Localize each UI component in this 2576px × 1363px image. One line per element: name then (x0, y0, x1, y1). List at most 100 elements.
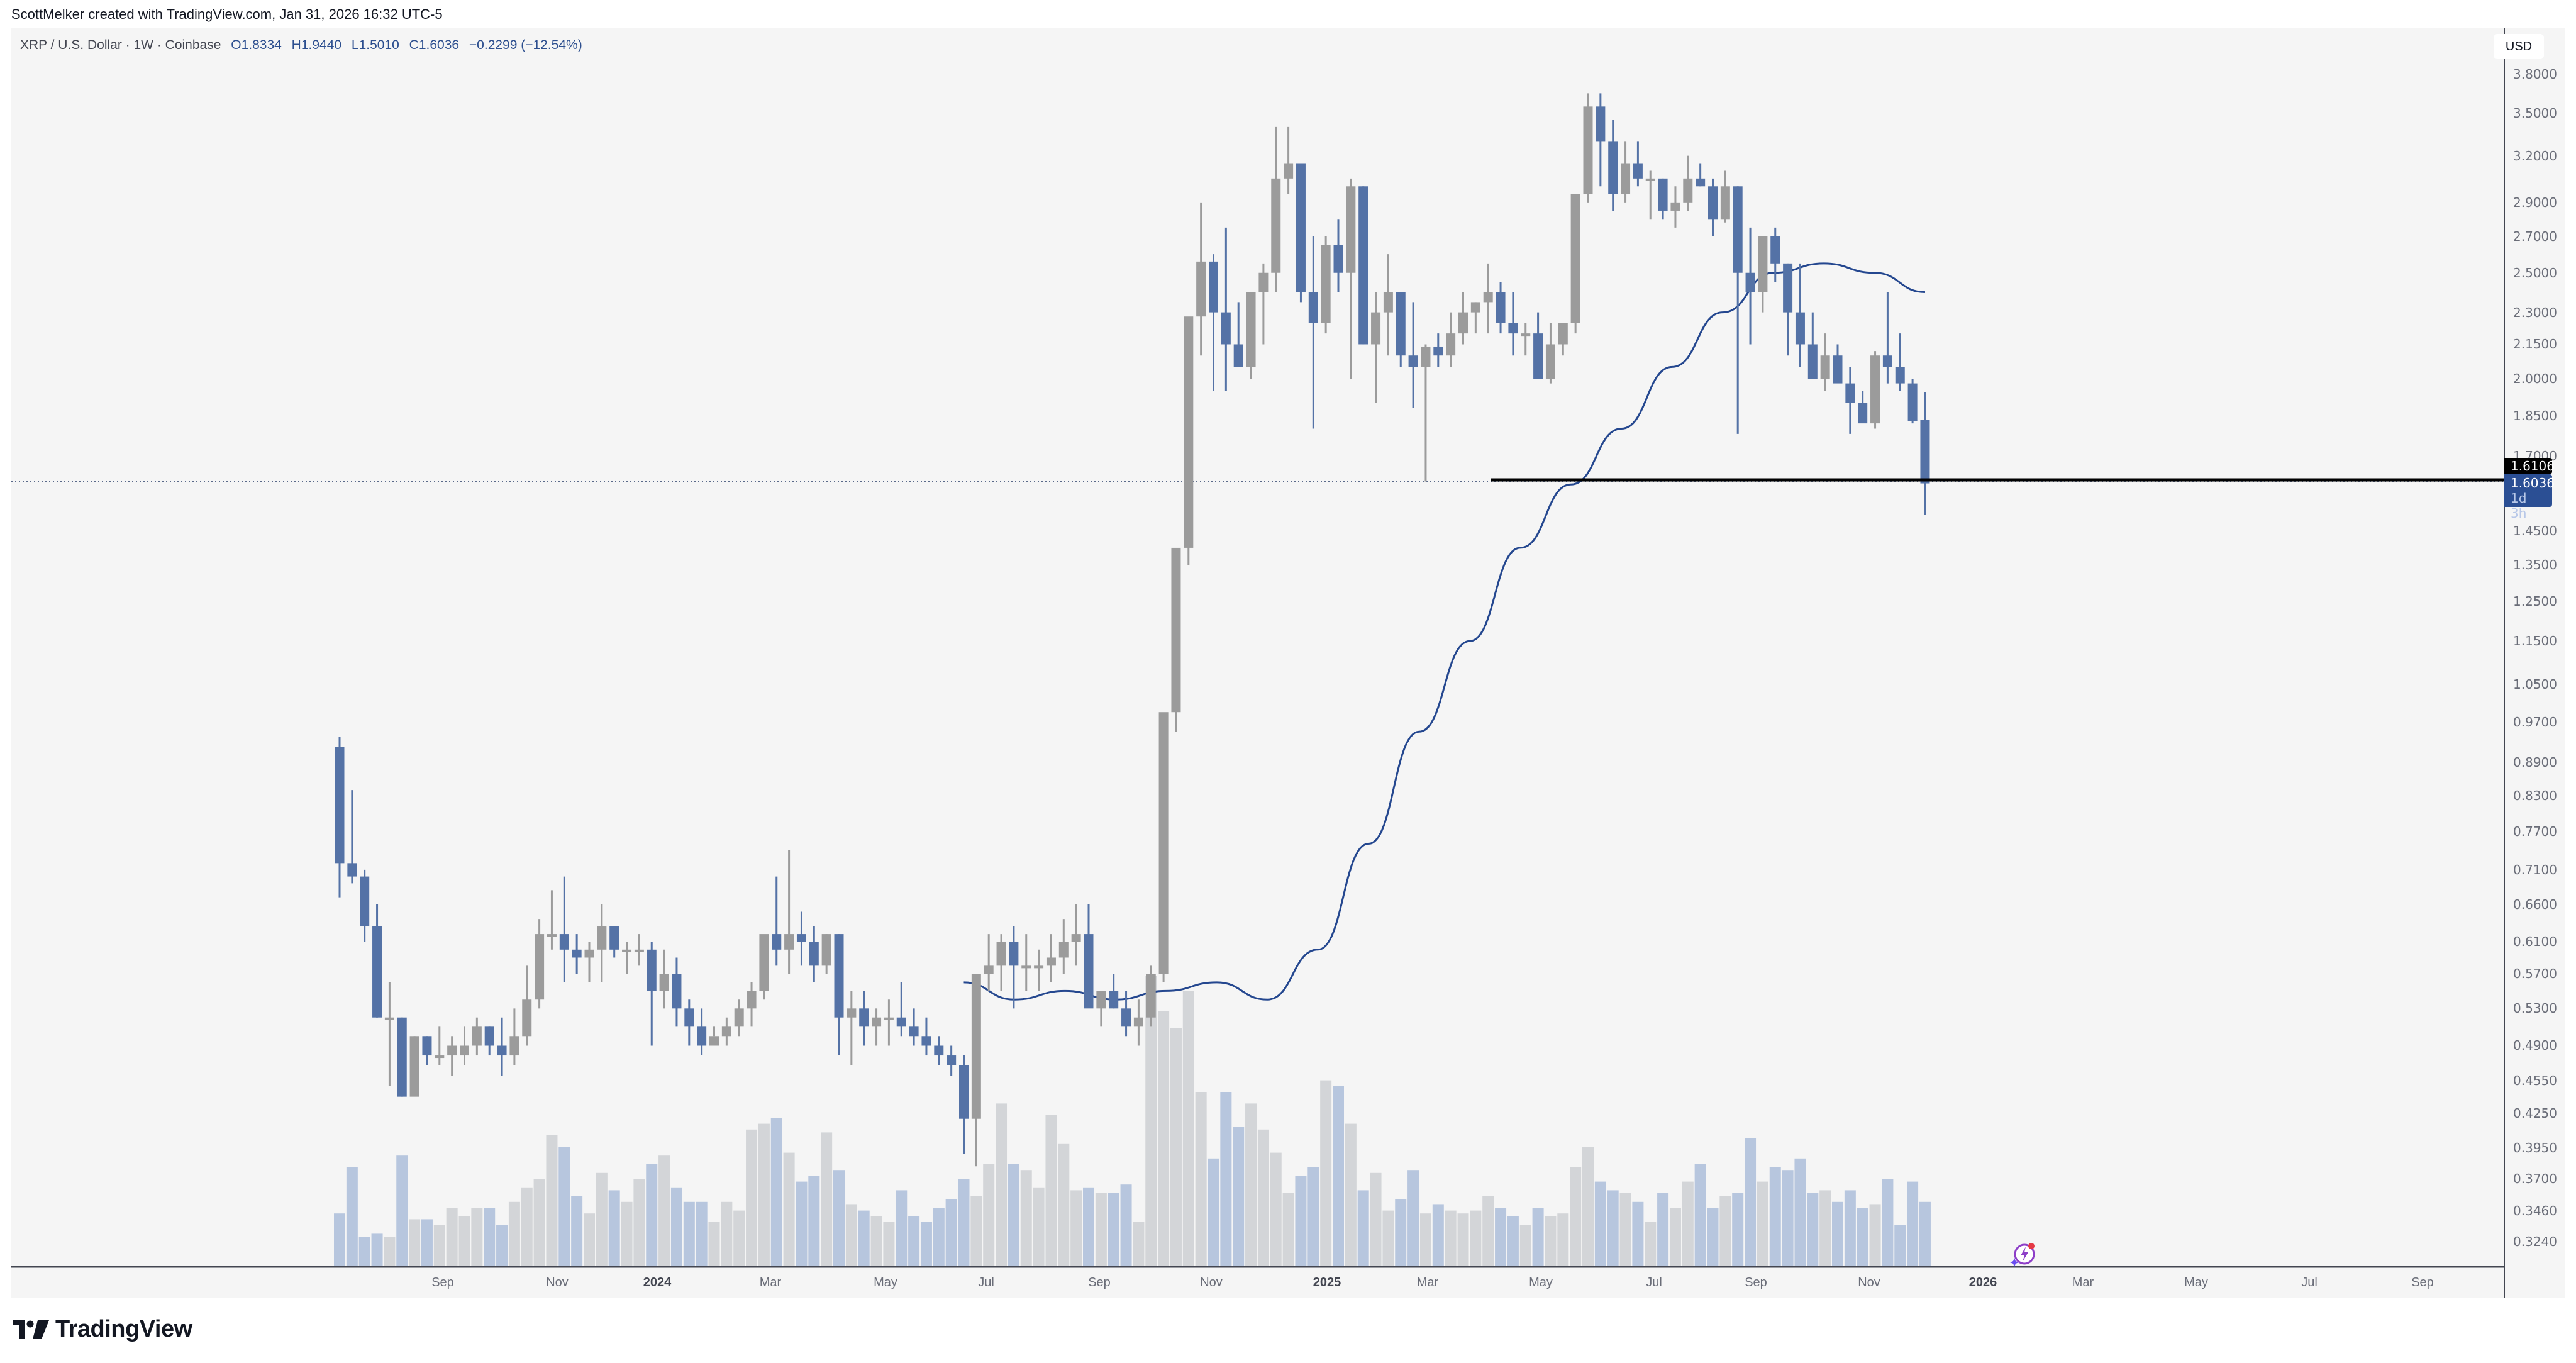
volume-bar (1345, 1123, 1357, 1266)
time-tick: Sep (431, 1276, 454, 1289)
candle (1358, 186, 1368, 345)
volume-bar (1619, 1193, 1631, 1266)
candle (634, 934, 644, 966)
volume-bar (970, 1196, 982, 1266)
candle (809, 926, 819, 982)
tradingview-logo[interactable]: TradingView (13, 1316, 192, 1343)
candle (847, 991, 857, 1065)
volume-bar (409, 1219, 421, 1266)
quick-action-icon[interactable] (2008, 1239, 2038, 1272)
candle (1421, 344, 1431, 482)
time-tick: May (2184, 1276, 2208, 1289)
candle (1683, 155, 1693, 211)
volume-bar (808, 1176, 820, 1266)
volume-bar (696, 1201, 708, 1266)
volume-bar (783, 1152, 795, 1266)
volume-bar (1208, 1158, 1219, 1266)
time-tick: Jul (1646, 1276, 1662, 1289)
candle (947, 1045, 957, 1076)
volume-bar (746, 1129, 758, 1266)
candle (796, 911, 806, 966)
price-tick: 2.1500 (2513, 337, 2557, 352)
candle (1446, 312, 1456, 367)
candle (1371, 292, 1381, 403)
currency-label[interactable]: USD (2494, 34, 2544, 59)
volume-bar (1594, 1181, 1606, 1266)
candle (372, 904, 382, 1018)
price-tick: 0.3460 (2513, 1203, 2557, 1218)
candle (572, 934, 582, 974)
candle (497, 1017, 507, 1076)
price-tick: 0.3950 (2513, 1140, 2557, 1155)
candle (1483, 263, 1493, 334)
candle (1046, 934, 1056, 982)
price-tick: 0.4900 (2513, 1038, 2557, 1054)
volume-bar (758, 1123, 770, 1266)
candle (347, 790, 357, 884)
volume-bar (458, 1216, 470, 1266)
candle (834, 934, 844, 1056)
time-tick: Mar (759, 1276, 782, 1289)
candle (1146, 965, 1156, 1027)
candle (1284, 126, 1294, 194)
candle (609, 926, 619, 958)
volume-bar (1632, 1201, 1644, 1266)
last-price-tag: 1.6036 1d 3h (2504, 474, 2555, 521)
candle (684, 999, 694, 1046)
volume-bar (1220, 1092, 1232, 1266)
candle (1820, 333, 1830, 391)
volume-bar (658, 1155, 670, 1266)
volume-bar (371, 1233, 383, 1266)
candle (547, 890, 557, 950)
candle (996, 934, 1006, 991)
volume-bar (1832, 1201, 1843, 1266)
volume-bar (1457, 1213, 1469, 1266)
candle (1433, 333, 1443, 367)
candle (647, 942, 657, 1046)
volume-bar (346, 1167, 358, 1266)
volume-bar (546, 1135, 558, 1266)
time-tick: Mar (2072, 1276, 2094, 1289)
volume-bar (883, 1222, 895, 1266)
volume-bar (596, 1172, 608, 1266)
volume-bar (1370, 1172, 1382, 1266)
volume-bar (1307, 1167, 1319, 1266)
price-tick: 0.7100 (2513, 862, 2557, 877)
volume-bar (334, 1213, 345, 1266)
volume-bar (1482, 1196, 1494, 1266)
volume-bar (1719, 1196, 1731, 1266)
time-tick: Sep (1745, 1276, 1767, 1289)
candle (1882, 292, 1892, 384)
legend-low: L1.5010 (352, 38, 399, 52)
candle (1383, 254, 1393, 356)
time-tick: Sep (2411, 1276, 2434, 1289)
candle (759, 934, 769, 1000)
volume-bar (1407, 1170, 1419, 1266)
candle (622, 942, 632, 974)
volume-bar (1120, 1184, 1132, 1266)
candle (1733, 186, 1743, 434)
volume-bar (1769, 1167, 1781, 1266)
candle (1408, 302, 1418, 408)
volume-bar (646, 1164, 658, 1266)
candle (697, 1008, 707, 1056)
price-tick: 2.5000 (2513, 265, 2557, 281)
volume-bar (858, 1210, 870, 1266)
volume-bar (1882, 1179, 1894, 1266)
volume-bar (870, 1216, 882, 1266)
candle (1508, 292, 1518, 356)
volume-bar (958, 1179, 970, 1266)
volume-bar (1045, 1115, 1057, 1266)
volume-bar (908, 1216, 920, 1266)
candle (659, 949, 669, 1009)
chart-panel[interactable] (11, 28, 2565, 1298)
candle (1121, 991, 1131, 1037)
volume-bar (1857, 1208, 1868, 1266)
time-tick: Jul (978, 1276, 994, 1289)
candle (1058, 919, 1069, 974)
symbol-title[interactable]: XRP / U.S. Dollar · 1W · Coinbase (20, 38, 221, 52)
price-tick: 2.7000 (2513, 228, 2557, 244)
time-tick: 2026 (1968, 1276, 1997, 1289)
moving-average-line (963, 262, 1925, 1001)
